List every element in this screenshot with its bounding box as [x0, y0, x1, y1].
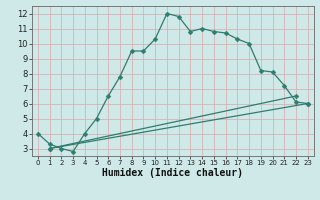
X-axis label: Humidex (Indice chaleur): Humidex (Indice chaleur) — [102, 168, 243, 178]
